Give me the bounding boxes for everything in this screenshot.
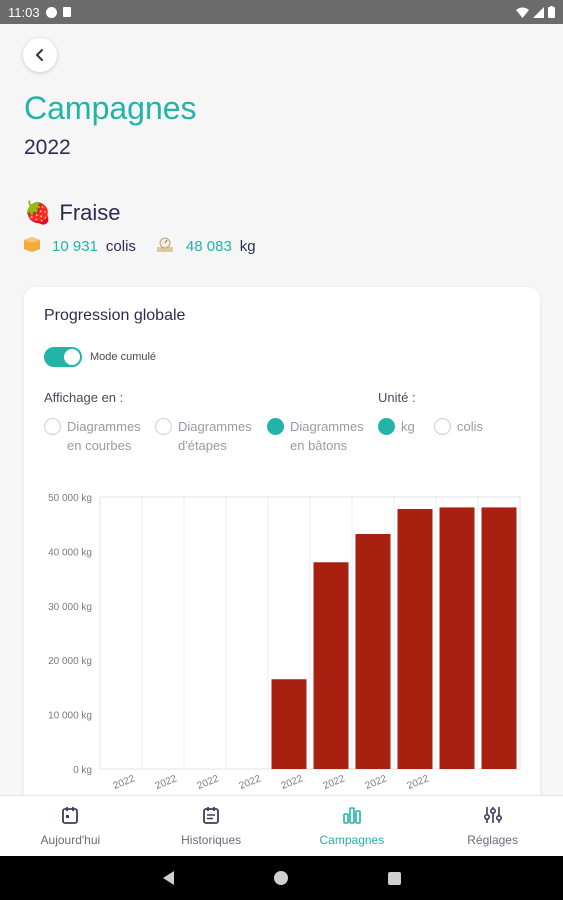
y-tick-label: 50 000 kg — [48, 493, 92, 504]
progress-card: Progression globale Mode cumulé Affichag… — [24, 287, 540, 847]
scale-icon — [156, 236, 174, 256]
bar — [397, 508, 433, 769]
y-tick-label: 20 000 kg — [48, 656, 92, 667]
colis-value: 10 931 — [52, 237, 98, 255]
radio-line-charts[interactable]: Diagrammes en courbes — [44, 417, 141, 455]
bottom-navigation: Aujourd'hui Historiques Campagnes Réglag… — [0, 795, 563, 856]
box-icon — [24, 236, 40, 256]
nav-label: Aujourd'hui — [40, 833, 101, 847]
notification-icon — [45, 6, 57, 18]
radio-circle — [267, 418, 284, 435]
radio-circle — [378, 418, 395, 435]
y-tick-label: 30 000 kg — [48, 602, 92, 613]
cumulative-mode-toggle[interactable] — [44, 347, 82, 367]
x-tick-label: 2022 — [112, 773, 137, 792]
back-button[interactable] — [23, 38, 57, 72]
status-time: 11:03 — [8, 4, 40, 20]
unit-label: Unité : — [378, 390, 416, 405]
home-circle-icon[interactable] — [273, 871, 288, 885]
x-tick-label: 2022 — [406, 773, 431, 792]
signal-icon — [533, 6, 544, 18]
back-triangle-icon[interactable] — [162, 871, 174, 885]
system-navigation-bar — [0, 856, 563, 900]
product-name: Fraise — [59, 200, 121, 225]
product-header: 🍓 Fraise — [24, 200, 121, 226]
x-tick-label: 2022 — [322, 773, 347, 792]
campaign-year: 2022 — [24, 136, 71, 159]
nav-today[interactable]: Aujourd'hui — [0, 796, 141, 856]
recents-square-icon[interactable] — [387, 871, 401, 885]
nav-settings[interactable]: Réglages — [422, 796, 563, 856]
display-mode-label: Affichage en : — [44, 390, 124, 405]
x-tick-label: 2022 — [196, 773, 221, 792]
bar — [313, 562, 349, 769]
y-tick-label: 40 000 kg — [48, 547, 92, 558]
radio-step-charts[interactable]: Diagrammes d'étapes — [155, 417, 252, 455]
x-tick-label: 2022 — [364, 773, 389, 792]
calendar-history-icon — [203, 805, 220, 825]
radio-bar-charts[interactable]: Diagrammes en bâtons — [267, 417, 364, 455]
kg-unit: kg — [239, 237, 256, 255]
nav-campaigns[interactable]: Campagnes — [282, 796, 423, 856]
radio-circle — [155, 418, 172, 435]
y-tick-label: 0 kg — [73, 765, 92, 776]
sliders-icon — [483, 805, 502, 825]
status-bar: 11:03 — [0, 0, 563, 24]
bar-chart-icon — [343, 805, 361, 825]
wifi-icon — [516, 7, 529, 18]
chevron-left-icon — [36, 49, 43, 61]
radio-unit-colis[interactable]: colis — [434, 417, 483, 436]
battery-icon — [548, 6, 555, 18]
bar — [439, 507, 475, 769]
nav-label: Historiques — [181, 833, 242, 847]
product-stats: 10 931 colis 48 083 kg — [24, 236, 276, 256]
sim-icon — [62, 7, 71, 17]
nav-history[interactable]: Historiques — [141, 796, 282, 856]
bar-chart: 0 kg 10 000 kg 20 000 kg 30 000 kg 40 000 kg… — [48, 493, 521, 792]
radio-unit-kg[interactable]: kg — [378, 417, 415, 436]
calendar-today-icon — [62, 805, 79, 825]
bar — [355, 533, 391, 769]
strawberry-icon: 🍓 — [24, 200, 52, 225]
x-tick-label: 2022 — [238, 773, 263, 792]
card-title: Progression globale — [44, 307, 186, 324]
toggle-label: Mode cumulé — [90, 351, 157, 363]
nav-label: Campagnes — [319, 833, 385, 847]
bar — [481, 507, 517, 769]
kg-value: 48 083 — [185, 237, 232, 255]
radio-circle — [434, 418, 451, 435]
y-tick-label: 10 000 kg — [48, 711, 92, 722]
nav-label: Réglages — [467, 833, 518, 847]
page-title: Campagnes — [24, 90, 197, 126]
colis-unit: colis — [105, 237, 136, 255]
radio-circle — [44, 418, 61, 435]
x-tick-label: 2022 — [154, 773, 179, 792]
x-tick-label: 2022 — [280, 773, 305, 792]
bar — [271, 679, 307, 769]
